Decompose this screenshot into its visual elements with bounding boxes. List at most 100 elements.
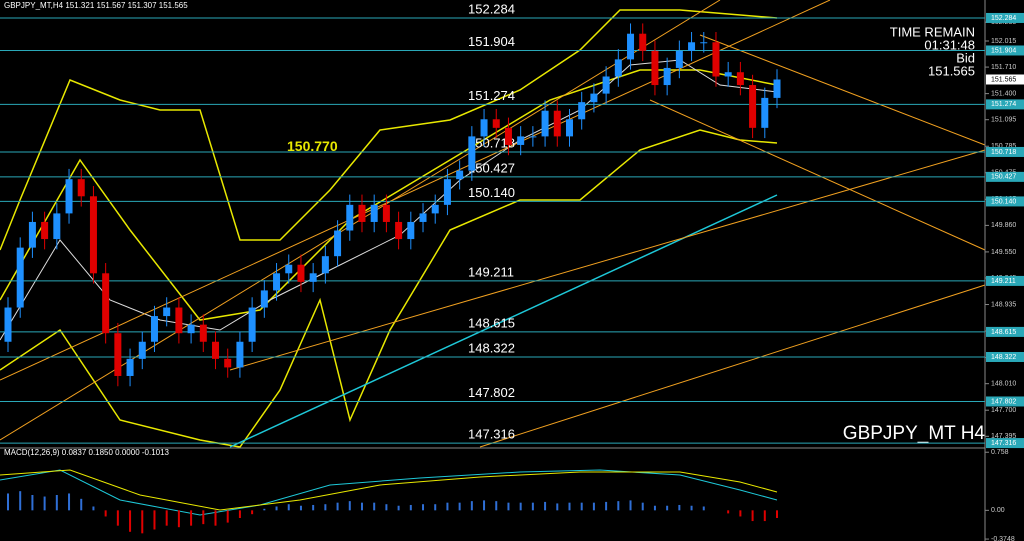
candle-body: [28, 221, 36, 248]
level-axis-box: [986, 45, 1024, 56]
bid-axis-box: [986, 74, 1024, 85]
time-label: TIME REMAIN: [890, 24, 975, 39]
candle-body: [16, 247, 24, 308]
level-axis-label: 151.274: [991, 101, 1016, 108]
candle-body: [565, 119, 573, 137]
level-label: 151.274: [468, 88, 515, 103]
y-tick-label: 148.935: [991, 301, 1016, 308]
bollinger-lower: [0, 129, 778, 448]
level-axis-box: [986, 12, 1024, 23]
candle-body: [285, 264, 293, 274]
candle-body: [651, 50, 659, 86]
level-axis-label: 149.211: [991, 278, 1016, 285]
level-label: 151.904: [468, 34, 515, 49]
trendline: [649, 99, 986, 251]
candle-body: [212, 341, 220, 359]
bid-axis-label: 151.565: [991, 76, 1016, 83]
candle-body: [163, 307, 171, 317]
level-axis-label: 152.284: [991, 15, 1016, 22]
y-tick-label: 147.395: [991, 433, 1016, 440]
level-axis-box: [986, 438, 1024, 449]
level-label: 149.211: [468, 264, 514, 279]
candle-body: [236, 341, 244, 368]
candle-body: [675, 50, 683, 68]
candle-body: [443, 179, 451, 205]
candle-body: [517, 136, 525, 145]
y-tick-label: 152.015: [991, 38, 1016, 45]
level-axis-box: [986, 196, 1024, 207]
y-tick-label: 150.785: [991, 143, 1016, 150]
time-remain: 01:31:48: [924, 37, 975, 52]
candle-body: [4, 307, 12, 342]
y-tick-label: 151.400: [991, 90, 1016, 97]
trendline: [229, 149, 986, 371]
candle-body: [309, 273, 317, 282]
candle-body: [273, 273, 281, 291]
level-axis-box: [986, 171, 1024, 182]
candle-body: [65, 179, 73, 214]
bid-label: Bid: [956, 50, 975, 65]
y-tick-label: 148.010: [991, 381, 1016, 388]
level-axis-box: [986, 326, 1024, 337]
trendline: [479, 284, 986, 448]
candle-body: [749, 85, 757, 128]
candle-body: [419, 213, 427, 222]
candle-body: [41, 221, 49, 240]
trendline: [699, 34, 986, 146]
macd-label: MACD(12,26,9) 0.0837 0.1850 0.0000 -0.10…: [4, 448, 170, 457]
candle-body: [614, 59, 622, 77]
candle-body: [541, 110, 549, 137]
candle-body: [663, 67, 671, 86]
candle-body: [627, 33, 635, 60]
bid-value: 151.565: [928, 63, 975, 78]
level-axis-label: 150.427: [991, 174, 1016, 181]
candle-body: [382, 204, 390, 222]
candle-body: [260, 290, 268, 308]
level-label: 152.284: [468, 1, 515, 16]
candle-body: [175, 307, 183, 334]
candle-body: [431, 204, 439, 214]
level-label: 147.316: [468, 427, 515, 442]
candle-body: [700, 42, 708, 44]
level-axis-box: [986, 351, 1024, 362]
candle-body: [504, 127, 512, 145]
candle-body: [578, 102, 586, 120]
level-label: 150.427: [468, 160, 515, 175]
candle-body: [529, 136, 537, 138]
candle-body: [358, 204, 366, 222]
candle-body: [77, 179, 85, 197]
annotation: 150.770: [287, 138, 338, 154]
candle-body: [456, 170, 464, 180]
symbol-info: GBPJPY_MT,H4 151.321 151.567 151.307 151…: [4, 1, 188, 10]
macd-line: [0, 469, 778, 516]
level-axis-box: [986, 275, 1024, 286]
level-axis-box: [986, 146, 1024, 157]
candle-body: [407, 221, 415, 240]
candle-body: [395, 221, 403, 240]
y-tick-label: 0.758: [991, 449, 1009, 456]
candle-body: [602, 76, 610, 94]
candle-body: [334, 230, 342, 257]
candle-body: [480, 119, 488, 137]
y-tick-label: 149.860: [991, 222, 1016, 229]
level-axis-label: 150.718: [991, 149, 1016, 156]
macd-signal: [0, 469, 778, 511]
level-axis-label: 147.802: [991, 398, 1016, 405]
candle-body: [736, 72, 744, 86]
y-tick-label: 151.710: [991, 64, 1016, 71]
level-label: 150.718: [468, 135, 515, 150]
candle-body: [688, 42, 696, 51]
level-axis-box: [986, 99, 1024, 110]
candle-body: [553, 110, 561, 137]
candle-body: [346, 204, 354, 231]
level-axis-label: 150.140: [991, 198, 1016, 205]
y-tick-label: 151.095: [991, 117, 1016, 124]
candle-body: [492, 119, 500, 128]
candle-body: [761, 97, 769, 128]
candle-body: [773, 79, 781, 98]
candle-body: [468, 136, 476, 171]
candle-body: [590, 93, 598, 103]
candle-body: [89, 196, 97, 274]
